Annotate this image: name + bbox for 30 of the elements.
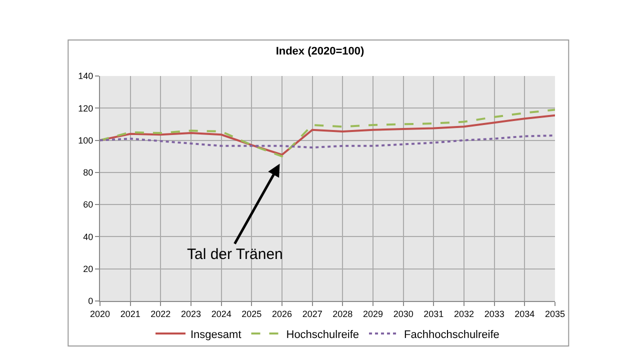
legend-label: Hochschulreife [286,328,360,341]
x-tick-label: 2026 [272,308,292,319]
x-tick-label: 2024 [211,308,232,319]
x-tick-label: 2020 [90,308,110,319]
x-tick-label: 2030 [393,308,414,319]
x-tick-label: 2035 [544,308,566,319]
y-tick-label: 40 [83,232,94,242]
annotation: Tal der Tränen [187,246,283,263]
y-tick-label: 120 [78,103,94,114]
x-tick-label: 2033 [484,308,504,319]
line-series [100,134,555,149]
x-tick-label: 2027 [302,308,322,319]
y-tick-label: 60 [83,200,94,210]
x-tick-label: 2021 [120,308,140,319]
y-tick-label: 140 [78,71,94,82]
y-tick-label: 20 [83,264,94,274]
x-tick-label: 2031 [424,308,444,319]
y-tick-label: 80 [83,168,94,178]
legend-label: Insgesamt [190,328,242,341]
chart-title: Index (2020=100) [276,46,365,58]
x-tick-label: 2034 [514,308,535,319]
legend-label: Fachhochschulreife [404,328,500,341]
y-tick-label: 0 [88,296,94,306]
y-tick-label: 100 [78,135,94,146]
x-tick-label: 2032 [454,308,474,319]
x-tick-label: 2023 [180,308,202,319]
x-tick-label: 2022 [150,308,171,319]
x-tick-label: 2028 [332,308,353,319]
x-tick-label: 2029 [362,308,384,319]
x-tick-label: 2025 [242,308,262,319]
